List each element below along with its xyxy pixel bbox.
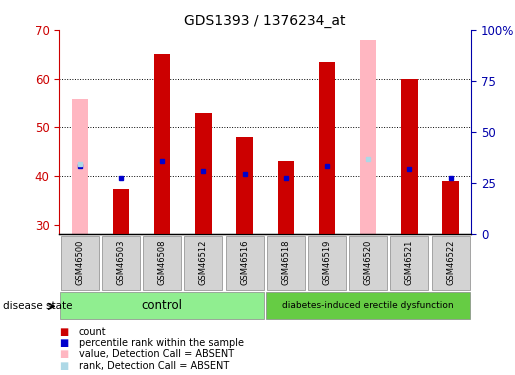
Text: GSM46508: GSM46508 — [158, 240, 167, 285]
Text: ■: ■ — [59, 327, 68, 337]
FancyBboxPatch shape — [184, 236, 222, 290]
FancyBboxPatch shape — [390, 236, 428, 290]
Text: count: count — [79, 327, 107, 337]
Bar — [113, 189, 129, 234]
Text: GSM46516: GSM46516 — [240, 240, 249, 285]
Bar — [401, 79, 418, 234]
Text: disease state: disease state — [3, 302, 72, 311]
Text: ■: ■ — [59, 338, 68, 348]
Text: control: control — [142, 299, 183, 312]
Text: ■: ■ — [59, 350, 68, 359]
Text: rank, Detection Call = ABSENT: rank, Detection Call = ABSENT — [79, 361, 229, 370]
FancyBboxPatch shape — [60, 292, 264, 319]
FancyBboxPatch shape — [266, 292, 470, 319]
Bar — [360, 40, 376, 234]
Text: GSM46520: GSM46520 — [364, 240, 373, 285]
FancyBboxPatch shape — [226, 236, 264, 290]
Text: GSM46522: GSM46522 — [446, 240, 455, 285]
Bar — [72, 99, 88, 234]
Bar — [319, 62, 335, 234]
FancyBboxPatch shape — [308, 236, 346, 290]
Bar — [278, 161, 294, 234]
Bar — [442, 181, 459, 234]
Text: ■: ■ — [59, 361, 68, 370]
Bar — [195, 113, 212, 234]
Text: GSM46519: GSM46519 — [322, 240, 332, 285]
Text: diabetes-induced erectile dysfunction: diabetes-induced erectile dysfunction — [282, 301, 454, 310]
Text: GSM46512: GSM46512 — [199, 240, 208, 285]
FancyBboxPatch shape — [102, 236, 140, 290]
Text: value, Detection Call = ABSENT: value, Detection Call = ABSENT — [79, 350, 234, 359]
FancyBboxPatch shape — [432, 236, 470, 290]
Bar — [154, 54, 170, 234]
FancyBboxPatch shape — [143, 236, 181, 290]
Text: percentile rank within the sample: percentile rank within the sample — [79, 338, 244, 348]
Text: GSM46503: GSM46503 — [116, 240, 126, 285]
Bar — [236, 137, 253, 234]
Text: GSM46518: GSM46518 — [281, 240, 290, 285]
FancyBboxPatch shape — [349, 236, 387, 290]
FancyBboxPatch shape — [61, 236, 99, 290]
Title: GDS1393 / 1376234_at: GDS1393 / 1376234_at — [184, 13, 346, 28]
Text: GSM46521: GSM46521 — [405, 240, 414, 285]
Text: GSM46500: GSM46500 — [75, 240, 84, 285]
FancyBboxPatch shape — [267, 236, 305, 290]
